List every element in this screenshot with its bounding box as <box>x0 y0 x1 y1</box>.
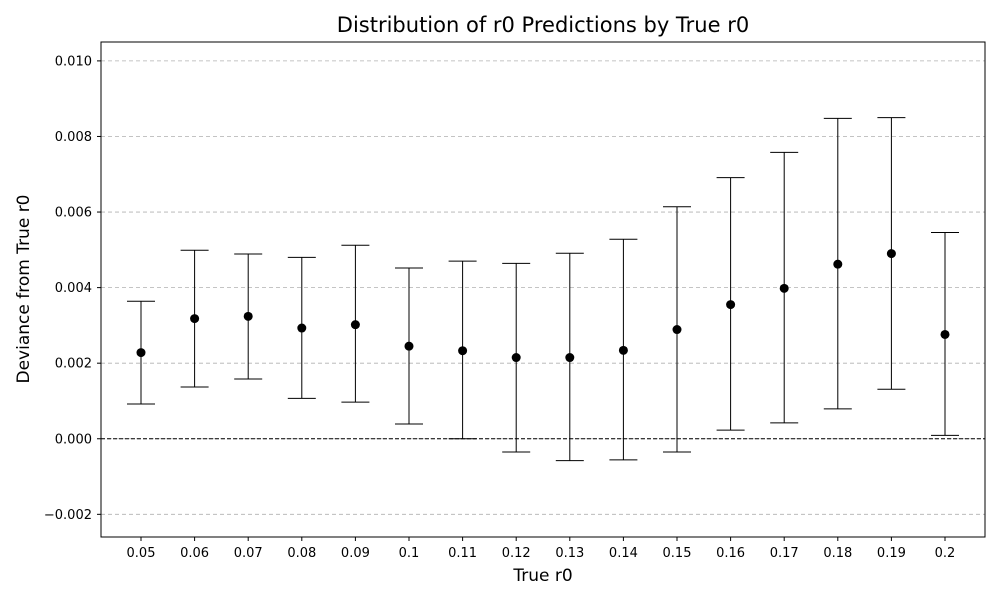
x-tick-label: 0.18 <box>823 546 852 561</box>
mean-point <box>136 348 146 358</box>
x-tick-label: 0.07 <box>234 546 263 561</box>
chart-title: Distribution of r0 Predictions by True r… <box>337 13 749 37</box>
mean-point <box>672 325 682 335</box>
x-tick-label: 0.09 <box>341 546 370 561</box>
y-tick-label: 0.000 <box>55 432 92 447</box>
x-tick-label: 0.11 <box>448 546 477 561</box>
x-tick-label: 0.13 <box>555 546 584 561</box>
y-tick-label: 0.006 <box>55 206 92 221</box>
mean-point <box>940 329 950 339</box>
x-tick-label: 0.14 <box>609 546 638 561</box>
x-tick-label: 0.19 <box>877 546 906 561</box>
error-bars <box>127 117 959 462</box>
mean-point <box>350 320 360 330</box>
x-tick-label: 0.16 <box>716 546 745 561</box>
x-tick-label: 0.15 <box>663 546 692 561</box>
x-axis-label: True r0 <box>512 566 572 586</box>
mean-point <box>243 311 253 321</box>
y-axis-label: Deviance from True r0 <box>14 194 34 383</box>
x-tick-label: 0.05 <box>127 546 156 561</box>
mean-point <box>779 283 789 293</box>
mean-point <box>190 314 200 324</box>
y-axis-ticks: −0.002 0.000 0.002 0.004 0.006 0.008 0.010 <box>44 54 101 523</box>
y-tick-label: 0.010 <box>55 54 92 69</box>
mean-point <box>404 341 414 351</box>
mean-point <box>618 345 628 355</box>
y-tick-label: 0.008 <box>55 130 92 145</box>
mean-point <box>458 346 468 356</box>
x-tick-label: 0.08 <box>287 546 316 561</box>
gridlines <box>101 60 985 515</box>
plot-frame <box>100 41 986 538</box>
x-tick-label: 0.17 <box>770 546 799 561</box>
x-tick-label: 0.2 <box>935 546 956 561</box>
mean-point <box>726 300 736 310</box>
mean-point <box>886 249 896 259</box>
x-tick-label: 0.1 <box>399 546 420 561</box>
y-tick-label: 0.002 <box>55 357 92 372</box>
x-tick-label: 0.06 <box>180 546 209 561</box>
mean-point <box>833 259 843 269</box>
mean-points <box>136 249 950 363</box>
mean-point <box>297 323 307 333</box>
y-tick-label: 0.004 <box>55 281 92 296</box>
x-tick-label: 0.12 <box>502 546 531 561</box>
x-axis-ticks: 0.05 0.06 0.07 0.08 0.09 0.1 0.11 0.12 0.13 0.14 0… <box>127 537 956 561</box>
y-tick-label: −0.002 <box>44 508 92 523</box>
mean-point <box>565 353 575 363</box>
mean-point <box>511 353 521 363</box>
